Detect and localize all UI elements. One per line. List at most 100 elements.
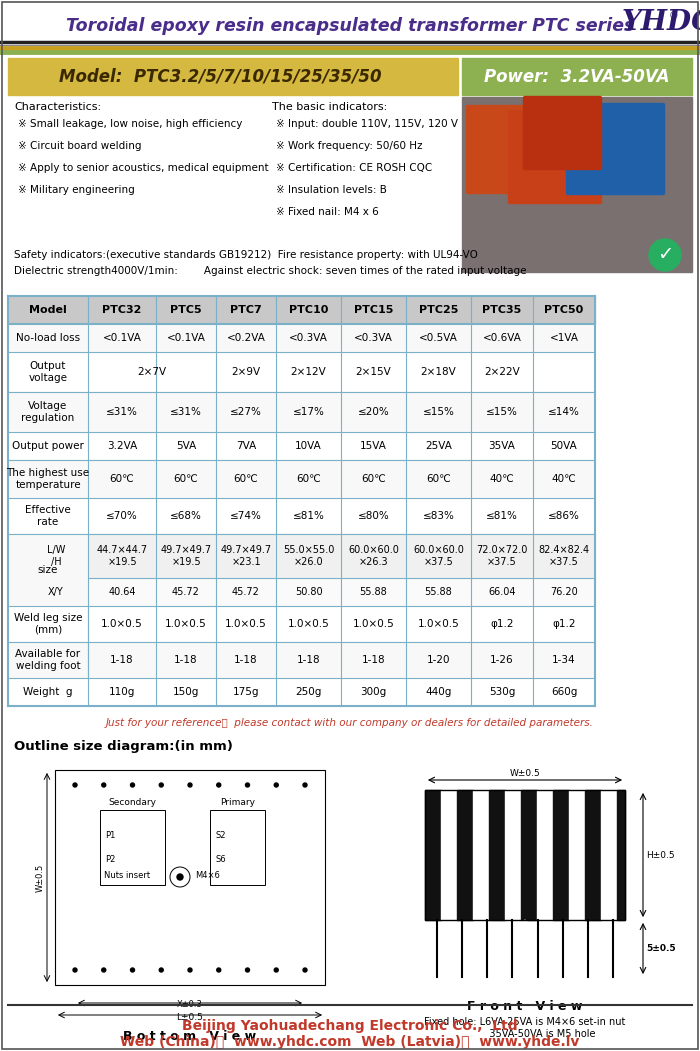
Text: 60.0×60.0
×37.5: 60.0×60.0 ×37.5 (413, 545, 464, 566)
Circle shape (160, 968, 163, 972)
Bar (473, 790, 489, 920)
Text: W±0.5: W±0.5 (36, 863, 45, 891)
Text: 2×12V: 2×12V (290, 367, 326, 377)
Text: ≤70%: ≤70% (106, 511, 138, 521)
Text: Characteristics:: Characteristics: (14, 102, 101, 112)
Text: 40℃: 40℃ (489, 474, 514, 485)
Text: ≤17%: ≤17% (293, 407, 324, 417)
Text: ®: ® (669, 11, 679, 21)
Text: <0.1VA: <0.1VA (103, 333, 141, 343)
Bar (8, 58, 458, 95)
Text: S6: S6 (215, 856, 225, 864)
Text: 1.0×0.5: 1.0×0.5 (288, 619, 330, 628)
Text: PTC7: PTC7 (230, 305, 262, 315)
Text: <0.5VA: <0.5VA (419, 333, 458, 343)
Text: 82.4×82.4
×37.5: 82.4×82.4 ×37.5 (538, 545, 589, 566)
Text: Effective
rate: Effective rate (25, 506, 71, 527)
Text: Primary: Primary (220, 798, 255, 807)
Bar (0, 0, 700, 48)
Text: ≤31%: ≤31% (106, 407, 138, 417)
Text: ≤27%: ≤27% (230, 407, 262, 417)
Bar (55, 770, 325, 985)
Text: <0.6VA: <0.6VA (482, 333, 522, 343)
Text: 1-34: 1-34 (552, 655, 576, 665)
Bar (462, 97, 692, 272)
Circle shape (649, 239, 681, 271)
Text: 60.0×60.0
×26.3: 60.0×60.0 ×26.3 (348, 545, 399, 566)
Text: F r o n t   V i e w: F r o n t V i e w (468, 1000, 582, 1013)
Text: 76.20: 76.20 (550, 588, 578, 597)
Text: ≤81%: ≤81% (486, 511, 518, 521)
Bar (489, 790, 505, 920)
Text: Voltage
regulation: Voltage regulation (22, 401, 75, 423)
Text: ≤74%: ≤74% (230, 511, 262, 521)
Text: The highest use
temperature: The highest use temperature (6, 468, 90, 490)
Text: 49.7×49.7
×19.5: 49.7×49.7 ×19.5 (160, 545, 211, 566)
Circle shape (217, 968, 220, 972)
Bar (537, 790, 553, 920)
Text: ≤31%: ≤31% (170, 407, 202, 417)
Bar (569, 790, 585, 920)
Bar (8, 432, 595, 460)
Text: 1.0×0.5: 1.0×0.5 (165, 619, 207, 628)
Text: PTC50: PTC50 (545, 305, 584, 315)
Text: 55.0×55.0
×26.0: 55.0×55.0 ×26.0 (283, 545, 334, 566)
Text: 110g: 110g (108, 687, 135, 697)
Text: Weight  g: Weight g (23, 687, 73, 697)
Text: <0.1VA: <0.1VA (167, 333, 205, 343)
Bar (8, 498, 595, 534)
Text: ※ Fixed nail: M4 x 6: ※ Fixed nail: M4 x 6 (276, 207, 379, 217)
Text: 35VA: 35VA (489, 441, 515, 451)
Text: 5±0.5: 5±0.5 (646, 944, 676, 953)
Text: 2×18V: 2×18V (421, 367, 456, 377)
Bar (585, 790, 601, 920)
Text: 5VA: 5VA (176, 441, 196, 451)
Text: 25VA: 25VA (425, 441, 452, 451)
Circle shape (102, 783, 106, 787)
Text: The basic indicators:: The basic indicators: (272, 102, 387, 112)
Bar (210, 810, 265, 885)
Text: 50VA: 50VA (551, 441, 577, 451)
Text: 7VA: 7VA (236, 441, 256, 451)
Text: Power:  3.2VA-50VA: Power: 3.2VA-50VA (484, 67, 670, 85)
Circle shape (130, 783, 134, 787)
Bar (441, 790, 457, 920)
Text: PTC10: PTC10 (289, 305, 328, 315)
Bar (505, 790, 521, 920)
Text: L/W
/H: L/W /H (47, 545, 65, 566)
Text: Dielectric strength4000V/1min:        Against electric shock: seven times of the: Dielectric strength4000V/1min: Against e… (14, 266, 526, 276)
Circle shape (160, 783, 163, 787)
Text: 1-26: 1-26 (490, 655, 514, 665)
Bar (8, 534, 595, 606)
Text: Web (China)：  www.yhdc.com  Web (Latvia)：  www.yhde.lv: Web (China)： www.yhdc.com Web (Latvia)： … (120, 1035, 580, 1049)
Text: 72.0×72.0
×37.5: 72.0×72.0 ×37.5 (476, 545, 528, 566)
Bar (617, 790, 625, 920)
Text: ≤15%: ≤15% (423, 407, 454, 417)
Text: 1.0×0.5: 1.0×0.5 (353, 619, 394, 628)
Text: 150g: 150g (173, 687, 200, 697)
Bar (8, 296, 595, 324)
Text: Outline size diagram:(in mm): Outline size diagram:(in mm) (14, 740, 233, 753)
Text: ≤14%: ≤14% (548, 407, 580, 417)
Text: X/Y: X/Y (48, 588, 64, 597)
Text: φ1.2: φ1.2 (552, 619, 575, 628)
Text: 1.0×0.5: 1.0×0.5 (225, 619, 267, 628)
Bar (88, 534, 595, 578)
Text: 1.0×0.5: 1.0×0.5 (101, 619, 143, 628)
Text: ≤15%: ≤15% (486, 407, 518, 417)
Text: size: size (38, 565, 58, 575)
Text: 60℃: 60℃ (361, 474, 386, 485)
Text: Fixed hole: L6VA-25VA is M4×6 set-in nut
           35VA-50VA is M5 hole: Fixed hole: L6VA-25VA is M4×6 set-in nut… (424, 1017, 626, 1038)
Text: 1-18: 1-18 (362, 655, 385, 665)
Text: 50.80: 50.80 (295, 588, 322, 597)
Circle shape (303, 968, 307, 972)
Text: 55.88: 55.88 (360, 588, 387, 597)
Text: Beijing Yaohuadechang Electronic Co.,  Ltd: Beijing Yaohuadechang Electronic Co., Lt… (182, 1019, 518, 1033)
Text: 1-18: 1-18 (297, 655, 321, 665)
Bar (8, 324, 595, 352)
Text: P1: P1 (105, 831, 116, 840)
Circle shape (130, 968, 134, 972)
Text: S2: S2 (215, 831, 225, 840)
Bar (462, 58, 692, 95)
Text: 2×22V: 2×22V (484, 367, 520, 377)
